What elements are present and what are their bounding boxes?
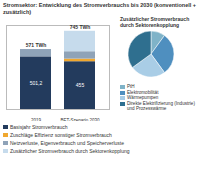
svg-text:BET-Szenario 2030: BET-Szenario 2030 bbox=[60, 118, 100, 121]
svg-text:501,2: 501,2 bbox=[30, 80, 43, 86]
html-text:Wärmepumpen: Wärmepumpen bbox=[127, 95, 159, 101]
html-text:Direkte Elektrifizierung (Indu: Direkte Elektrifizierung (Industrie) und… bbox=[127, 100, 195, 112]
html-text:Stromsektor: Entwicklung des S: Stromsektor: Entwicklung des Stromverbra… bbox=[3, 2, 196, 15]
svg-text:455: 455 bbox=[76, 82, 85, 88]
html-text:Basisjahr Stromverbrauch: Basisjahr Stromverbrauch bbox=[10, 124, 68, 130]
html-text:PtH: PtH bbox=[127, 84, 135, 89]
html-text:Zuschläge Effizienz sonstiger: Zuschläge Effizienz sonstiger Stromverbr… bbox=[10, 132, 112, 138]
svg-text:2019: 2019 bbox=[31, 118, 42, 121]
html-text:Netzverluste, Eigenverbrauch u: Netzverluste, Eigenverbrauch und Speiche… bbox=[10, 140, 124, 146]
svg-text:745 TWh: 745 TWh bbox=[70, 24, 91, 30]
html-text:Zusätzlicher Stromverbrauch du: Zusätzlicher Stromverbrauch durch Sektor… bbox=[120, 16, 190, 28]
html-text:Zusätzlicher Stromverbrauch du: Zusätzlicher Stromverbrauch durch Sektor… bbox=[10, 148, 130, 154]
html-text:Elektromobilität: Elektromobilität bbox=[127, 89, 159, 95]
svg-text:571 TWh: 571 TWh bbox=[26, 42, 47, 48]
